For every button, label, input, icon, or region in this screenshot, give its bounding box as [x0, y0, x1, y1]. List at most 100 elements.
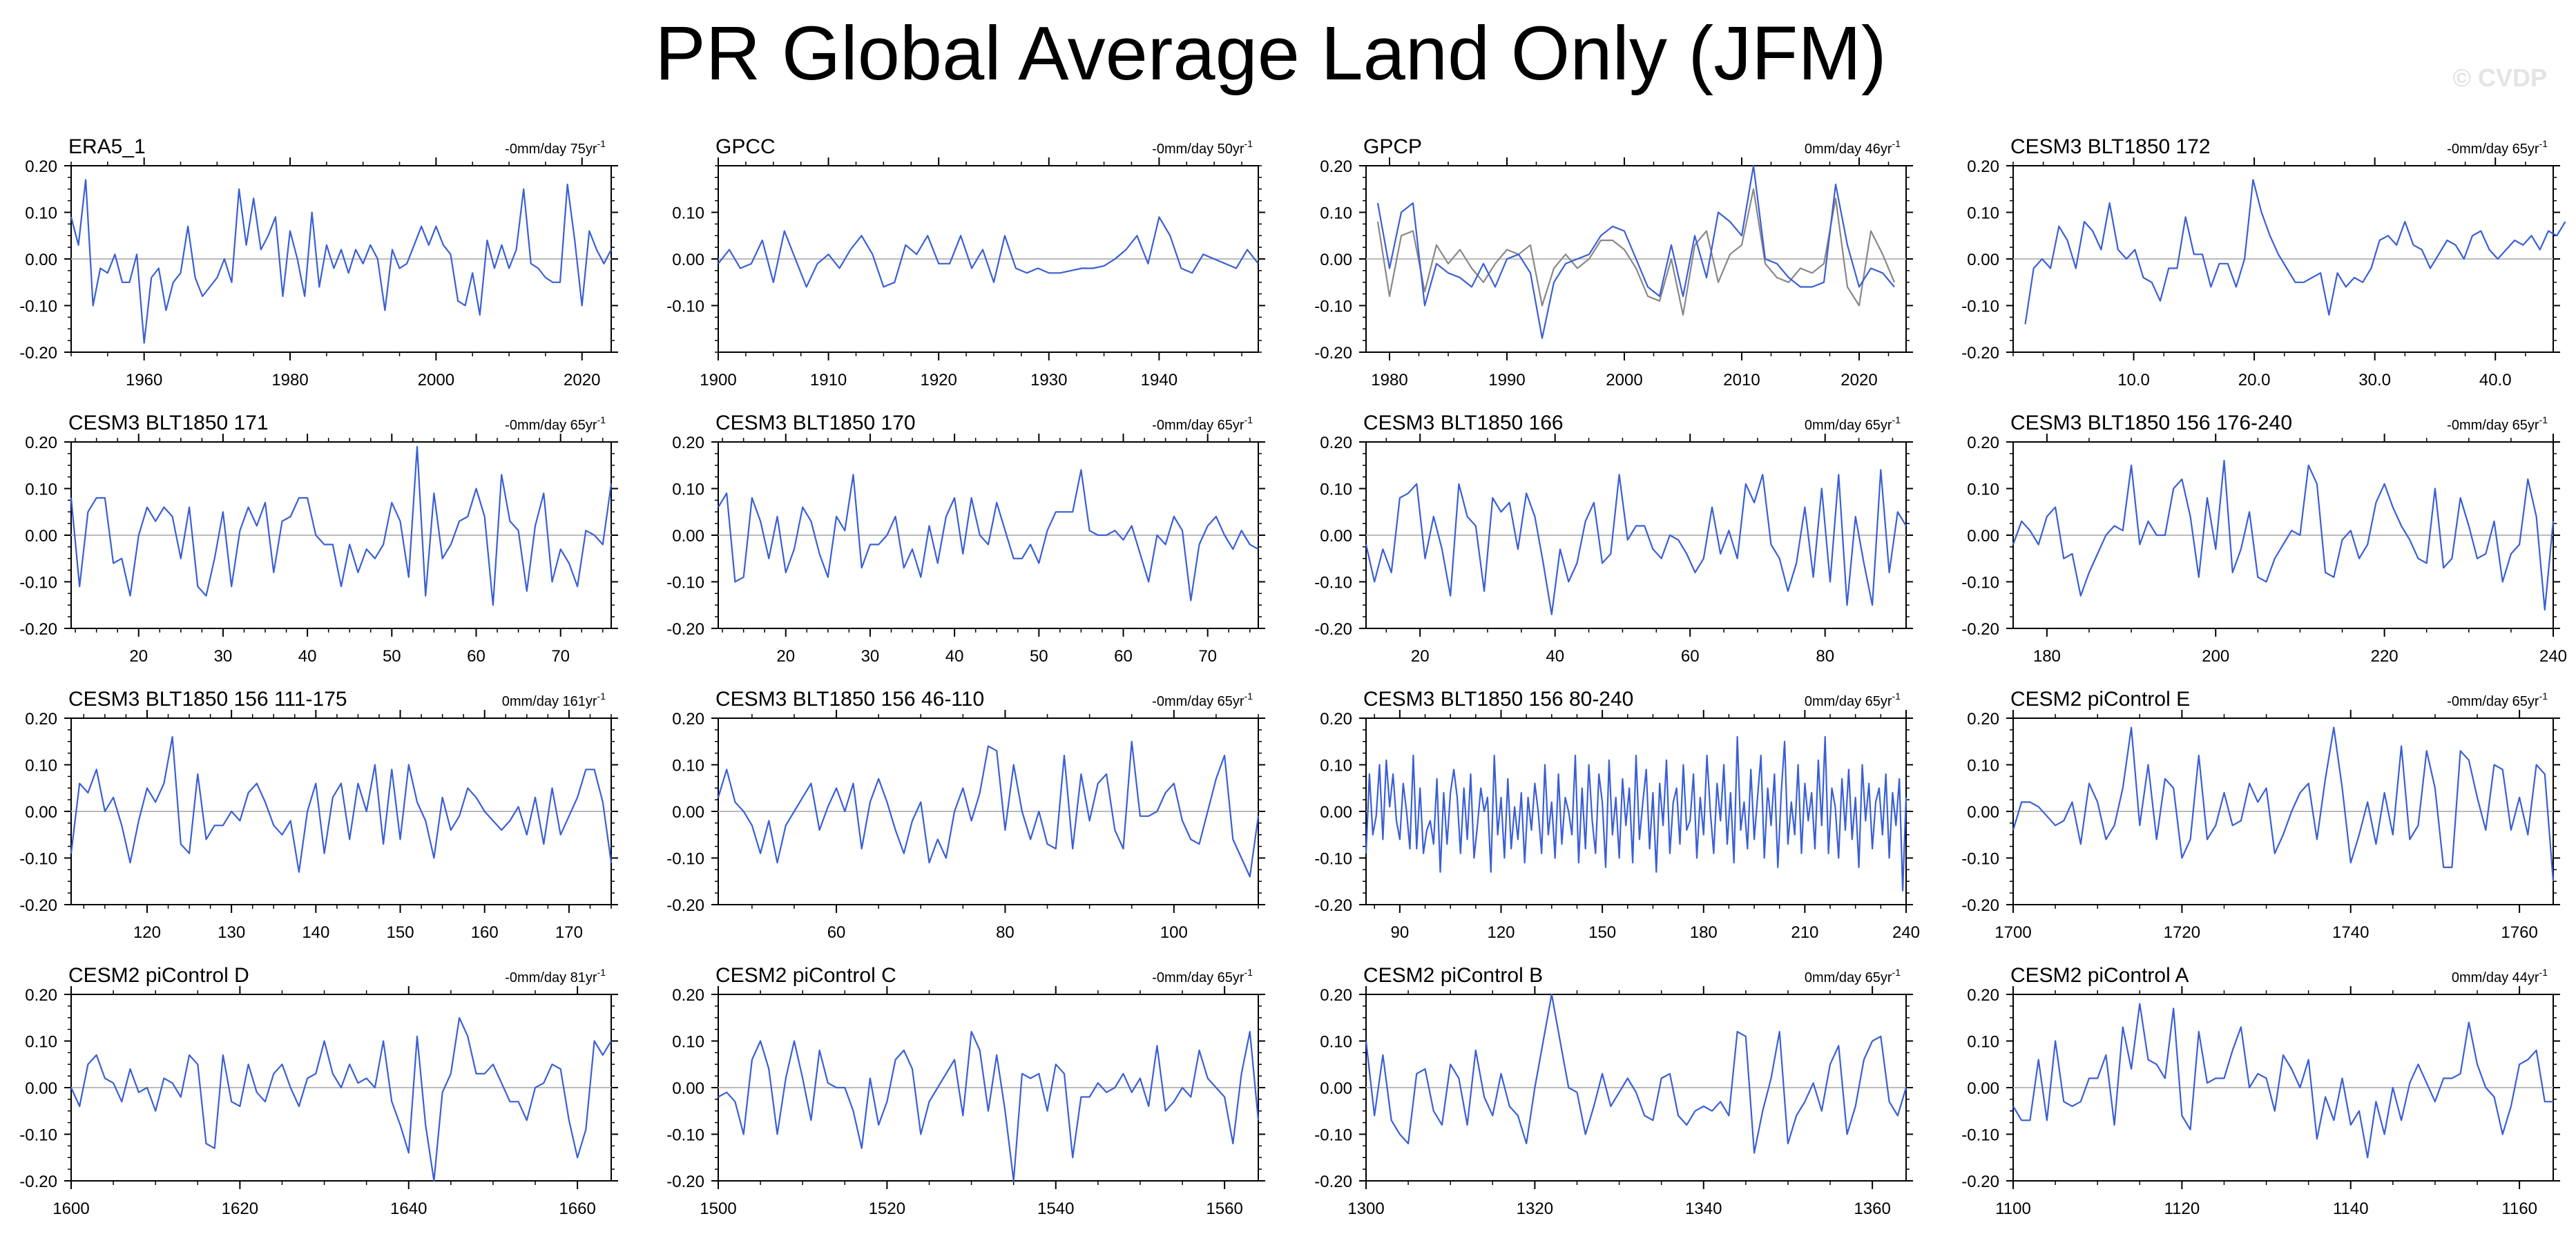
- chart-panel-9: CESM3 BLT1850 156 111-175 0mm/day 161yr-1…: [19, 688, 618, 942]
- x-tick-label: 150: [387, 923, 414, 942]
- panel-title: CESM3 BLT1850 166: [1363, 412, 1564, 434]
- y-tick-label: -0.20: [1314, 344, 1352, 363]
- x-tick-label: 2000: [418, 371, 454, 389]
- y-tick-label: -0.20: [1314, 896, 1352, 915]
- trend-exponent: -1: [2539, 138, 2548, 149]
- series-line: [2012, 726, 2555, 882]
- chart-panel-10: CESM3 BLT1850 156 46-110 -0mm/day 65yr-1 0…: [666, 688, 1265, 942]
- trend-label: -0mm/day 65yr-1: [2447, 414, 2548, 433]
- x-tick-label: 1920: [920, 371, 957, 389]
- series-line-secondary: [1376, 188, 1896, 316]
- chart-panel-6: CESM3 BLT1850 170 -0mm/day 65yr-1 0.20 0.10…: [666, 412, 1265, 666]
- x-tick-label: 1640: [390, 1199, 427, 1218]
- y-tick-label: -0.10: [19, 298, 57, 316]
- x-tick-label: 1700: [1995, 923, 2031, 942]
- y-tick-label: 0.20: [672, 986, 704, 1005]
- x-tick-label: 1300: [1347, 1199, 1384, 1218]
- x-tick-label: 20.0: [2238, 371, 2271, 389]
- x-tick-label: 1960: [126, 371, 162, 389]
- y-tick-label: -0.10: [19, 574, 57, 592]
- y-tick-label: -0.10: [1314, 850, 1352, 869]
- x-tick-label: 50: [1030, 647, 1048, 666]
- y-tick-label: 0.10: [25, 757, 57, 775]
- trend-label: -0mm/day 81yr-1: [505, 967, 606, 985]
- y-tick-label: 0.10: [1320, 204, 1352, 223]
- y-tick-label: 0.00: [1320, 251, 1352, 269]
- trend-exponent: -1: [1244, 414, 1253, 425]
- x-tick-label: 170: [555, 923, 583, 942]
- x-tick-label: 1360: [1854, 1199, 1890, 1218]
- x-tick-label: 30: [861, 647, 880, 666]
- x-tick-label: 20: [776, 647, 795, 666]
- x-tick-label: 80: [996, 923, 1015, 942]
- panel-title: CESM2 piControl B: [1363, 964, 1543, 987]
- x-tick-label: 90: [1391, 923, 1410, 942]
- x-tick-label: 1760: [2501, 923, 2537, 942]
- series-line: [1365, 735, 1907, 892]
- x-tick-label: 80: [1816, 647, 1834, 666]
- x-tick-label: 1990: [1488, 371, 1525, 389]
- trend-exponent: -1: [2539, 967, 2548, 978]
- x-tick-label: 1980: [1371, 371, 1407, 389]
- trend-label: -0mm/day 65yr-1: [505, 414, 606, 433]
- chart-panel-2: GPCC -0mm/day 50yr-1 0.10 0.00 -0.10 1900 1910…: [666, 135, 1265, 389]
- x-tick-label: 40: [945, 647, 964, 666]
- y-tick-label: 0.00: [25, 251, 57, 269]
- trend-label: 0mm/day 65yr-1: [1805, 414, 1901, 433]
- series-line: [2024, 179, 2566, 325]
- x-tick-label: 1740: [2332, 923, 2369, 942]
- y-tick-label: 0.20: [1967, 986, 1999, 1005]
- x-tick-label: 1980: [271, 371, 308, 389]
- y-tick-label: -0.10: [1314, 574, 1352, 592]
- x-tick-label: 100: [1160, 923, 1188, 942]
- y-tick-label: 0.10: [1320, 1033, 1352, 1052]
- x-tick-label: 2010: [1723, 371, 1760, 389]
- y-tick-label: 0.20: [25, 157, 57, 176]
- series-line: [718, 1030, 1260, 1182]
- chart-panel-7: CESM3 BLT1850 166 0mm/day 65yr-1 0.20 0.10 0…: [1314, 412, 1913, 666]
- trend-exponent: -1: [1892, 691, 1901, 702]
- y-tick-label: -0.10: [1961, 574, 1999, 592]
- x-tick-label: 240: [2539, 647, 2567, 666]
- x-tick-label: 40: [298, 647, 317, 666]
- x-tick-label: 1930: [1030, 371, 1067, 389]
- trend-label: -0mm/day 75yr-1: [505, 138, 606, 157]
- x-tick-label: 1340: [1685, 1199, 1722, 1218]
- panel-title: CESM2 piControl C: [715, 964, 896, 987]
- y-tick-label: 0.00: [672, 251, 704, 269]
- y-tick-label: 0.10: [1967, 481, 1999, 499]
- x-tick-label: 70: [551, 647, 570, 666]
- trend-exponent: -1: [597, 967, 606, 978]
- y-tick-label: 0.00: [1320, 803, 1352, 822]
- x-tick-label: 1600: [52, 1199, 89, 1218]
- y-tick-label: -0.20: [1961, 896, 1999, 915]
- x-tick-label: 200: [2202, 647, 2229, 666]
- y-tick-label: -0.10: [666, 850, 704, 869]
- trend-label: 0mm/day 44yr-1: [2452, 967, 2548, 985]
- y-tick-label: -0.20: [666, 620, 704, 639]
- trend-exponent: -1: [1244, 967, 1253, 978]
- trend-label: 0mm/day 46yr-1: [1805, 138, 1901, 157]
- cvdp-watermark: © CVDP: [2452, 64, 2547, 92]
- trend-exponent: -1: [2539, 691, 2548, 702]
- trend-label: -0mm/day 65yr-1: [2447, 691, 2548, 709]
- y-tick-label: -0.20: [666, 896, 704, 915]
- page-title: PR Global Average Land Only (JFM): [655, 11, 1887, 96]
- panel-title: GPCC: [715, 135, 776, 158]
- y-tick-label: 0.20: [25, 434, 57, 452]
- trend-exponent: -1: [2539, 414, 2548, 425]
- x-tick-label: 40.0: [2479, 371, 2512, 389]
- y-tick-label: -0.10: [1961, 1126, 1999, 1145]
- y-tick-label: 0.00: [1967, 1079, 1999, 1098]
- series-line: [2012, 459, 2555, 611]
- x-tick-label: 1540: [1037, 1199, 1074, 1218]
- x-tick-label: 180: [1690, 923, 1718, 942]
- y-tick-label: -0.10: [1314, 1126, 1352, 1145]
- x-tick-label: 50: [383, 647, 401, 666]
- x-tick-label: 1100: [1995, 1199, 2031, 1218]
- y-tick-label: 0.20: [1320, 710, 1352, 729]
- series-line: [2012, 1003, 2553, 1159]
- x-tick-label: 130: [218, 923, 245, 942]
- x-tick-label: 1720: [2164, 923, 2200, 942]
